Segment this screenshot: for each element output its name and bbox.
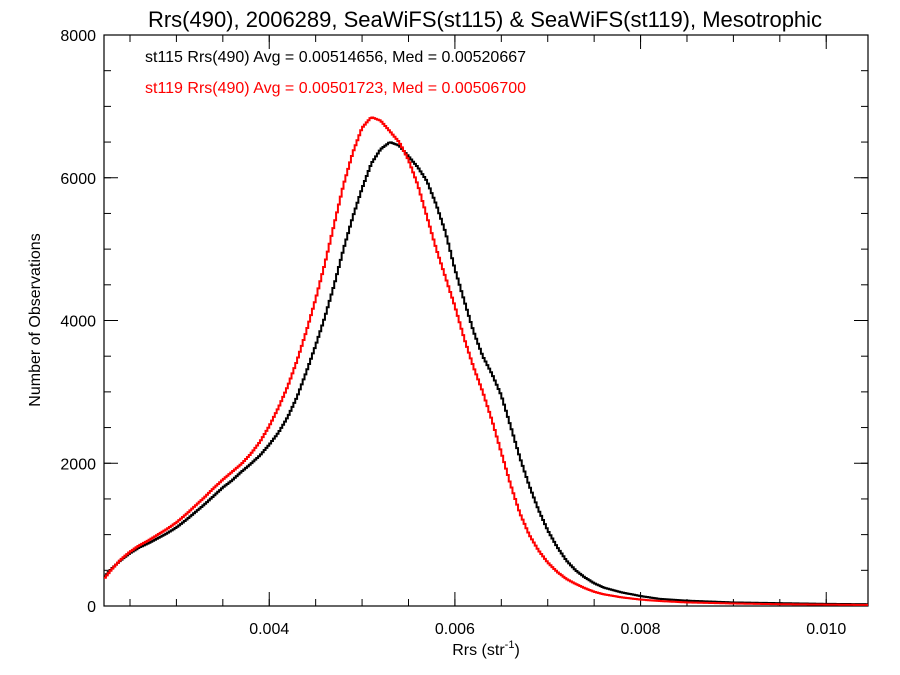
plot-frame: [103, 34, 869, 607]
x-axis-label: Rrs (str-1): [452, 639, 520, 659]
series-st115: [104, 141, 869, 606]
y-tick-label: 2000: [60, 456, 96, 473]
y-tick-label: 8000: [60, 28, 96, 45]
y-tick-label: 6000: [60, 171, 96, 188]
series-layer: [104, 116, 869, 606]
x-tick-label: 0.006: [435, 621, 475, 638]
x-tick-label: 0.004: [249, 621, 289, 638]
chart-title: Rrs(490), 2006289, SeaWiFS(st115) & SeaW…: [148, 7, 822, 32]
y-tick-label: 4000: [60, 314, 96, 331]
y-axis-label: Number of Observations: [27, 233, 44, 406]
series-st119: [104, 116, 869, 606]
x-axis-ticks: 0.004 0.006 0.008 0.010: [129, 35, 846, 638]
legend-entry-st115: st115 Rrs(490) Avg = 0.00514656, Med = 0…: [145, 49, 526, 66]
y-tick-label: 0: [87, 599, 96, 616]
x-tick-label: 0.008: [621, 621, 661, 638]
x-axis-label-main: Rrs (str: [452, 642, 505, 659]
legend-entry-st119: st119 Rrs(490) Avg = 0.00501723, Med = 0…: [145, 80, 526, 97]
y-axis-ticks: 0 2000 4000 6000 8000: [60, 28, 868, 616]
x-axis-label-superscript: -1: [505, 639, 515, 651]
x-tick-label: 0.010: [806, 621, 846, 638]
x-axis-label-close: ): [514, 642, 519, 659]
